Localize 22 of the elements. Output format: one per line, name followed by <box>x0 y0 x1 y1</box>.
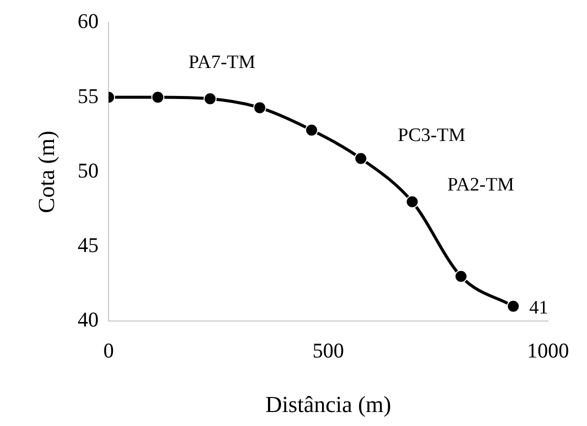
annotation: PA7-TM <box>188 52 256 73</box>
point <box>253 101 266 114</box>
point <box>406 195 419 208</box>
point <box>204 92 217 106</box>
y-tick-label: 60 <box>78 9 99 34</box>
x-tick-label: 0 <box>103 338 114 362</box>
x-tick-label: 500 <box>312 338 344 362</box>
y-tick-label: 45 <box>78 233 99 258</box>
point <box>354 152 368 165</box>
annotation: PA2-TM <box>447 174 514 196</box>
point <box>305 124 318 137</box>
x-axis-title: Distância (m) <box>265 392 392 418</box>
y-tick-label: 40 <box>78 308 99 332</box>
annotation: PC3-TM <box>398 125 466 146</box>
point <box>506 300 520 313</box>
y-tick-label: 50 <box>78 158 99 182</box>
x-tick-label: 1000 <box>527 338 569 362</box>
point <box>454 270 468 283</box>
y-tick-label: 55 <box>78 84 99 108</box>
point <box>151 90 164 104</box>
data-label: 41 <box>529 297 548 318</box>
y-axis-title: Cota (m) <box>34 130 59 214</box>
